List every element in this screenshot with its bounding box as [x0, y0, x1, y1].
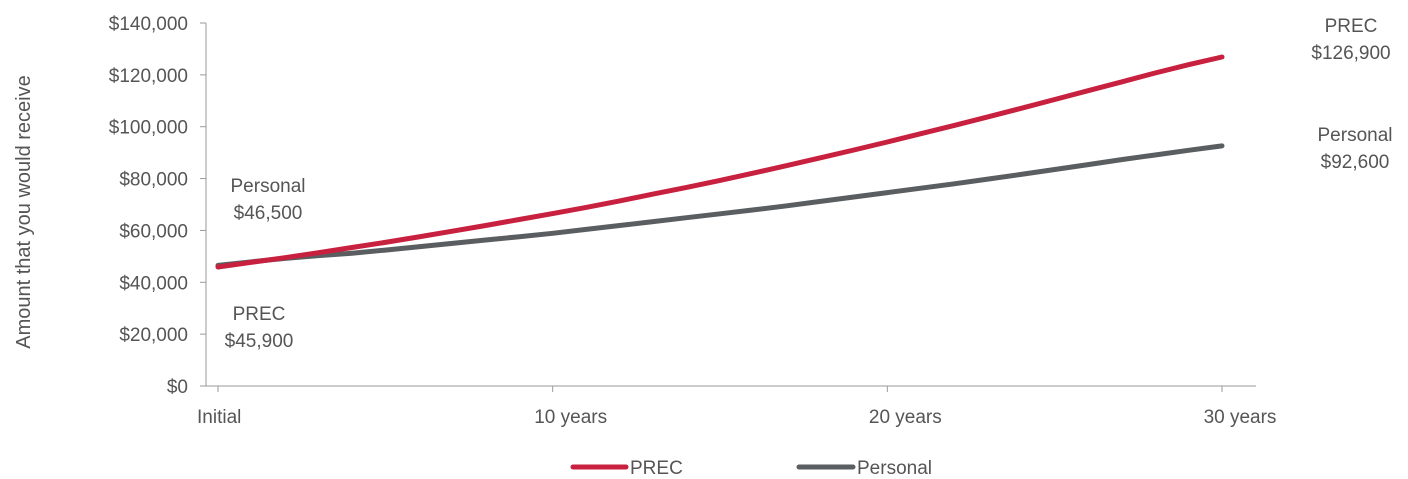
- annotation-prec-start-value: $45,900: [225, 331, 294, 352]
- y-tick-label: $120,000: [109, 66, 188, 87]
- series-lines: [215, 54, 1225, 270]
- y-tick-label: $140,000: [109, 14, 188, 35]
- annotation-personal-start-value: $46,500: [234, 203, 303, 224]
- annotation-personal-end-name: Personal: [1318, 125, 1393, 146]
- y-tick-label: $20,000: [119, 325, 188, 346]
- annotation-prec-end-name: PREC: [1325, 16, 1378, 37]
- x-tick-label: 30 years: [1204, 407, 1277, 428]
- y-tick-label: $0: [167, 377, 188, 398]
- y-tick-label: $80,000: [119, 170, 188, 191]
- y-tick-label: $40,000: [119, 273, 188, 294]
- y-axis-title: Amount that you would receive: [13, 75, 35, 349]
- x-tick-label: 10 years: [534, 407, 607, 428]
- annotation-personal-end-value: $92,600: [1321, 152, 1390, 173]
- x-tick-label: Initial: [197, 407, 241, 428]
- legend: PREC Personal: [570, 458, 932, 479]
- x-tick-label: 20 years: [869, 407, 942, 428]
- x-axis: Initial 10 years 20 years 30 years: [197, 385, 1277, 428]
- y-tick-label: $100,000: [109, 118, 188, 139]
- series-line-prec: [215, 54, 1225, 270]
- legend-label-prec: PREC: [630, 458, 683, 479]
- annotation-prec-start-name: PREC: [233, 304, 286, 325]
- annotations: Personal $46,500 PREC $45,900 PREC $126,…: [225, 16, 1393, 352]
- annotation-personal-start-name: Personal: [231, 176, 306, 197]
- y-axis: $0 $20,000 $40,000 $60,000 $80,000 $100,000 $1…: [109, 14, 207, 398]
- series-line-personal: [215, 143, 1225, 268]
- y-tick-label: $60,000: [119, 221, 188, 242]
- annotation-prec-end-value: $126,900: [1311, 43, 1390, 64]
- legend-label-personal: Personal: [857, 458, 932, 479]
